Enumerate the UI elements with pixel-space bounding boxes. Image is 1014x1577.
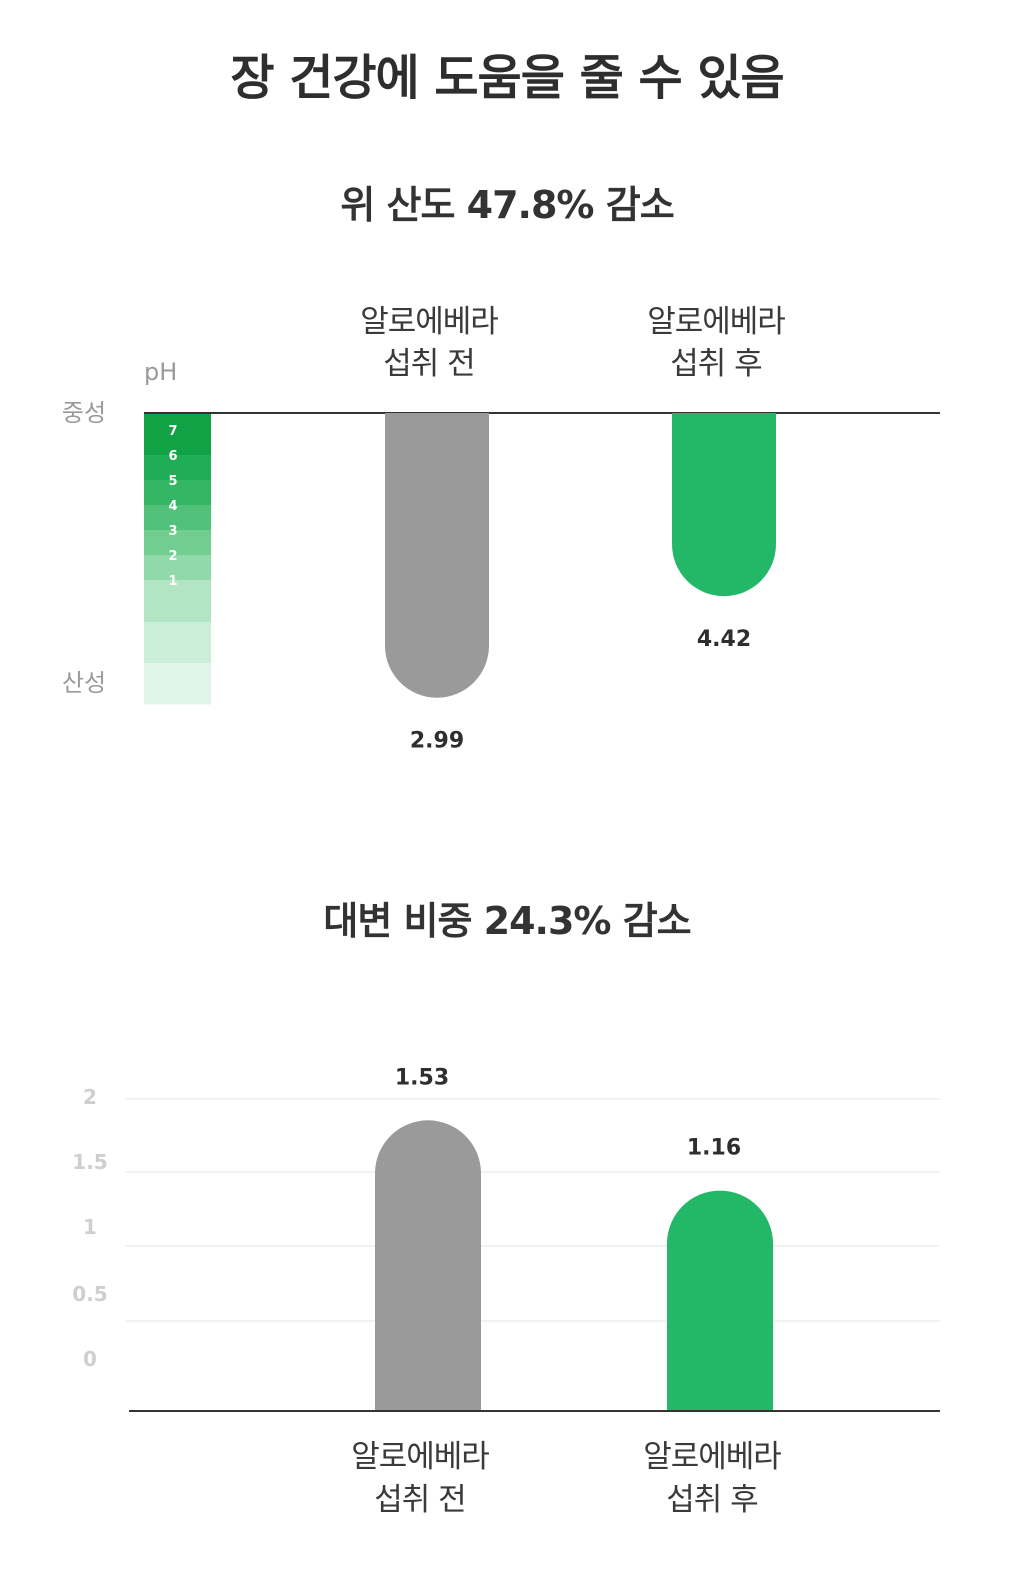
ph-bar	[672, 413, 776, 597]
ph-scale-number: 6	[168, 449, 177, 464]
y-tick-label: 0.5	[72, 1282, 107, 1306]
acidic-label: 산성	[62, 669, 106, 697]
page-title: 장 건강에 도움을 줄 수 있음	[230, 50, 784, 106]
ph-category-label: 알로에베라 섭취 전	[360, 304, 498, 382]
y-tick-label: 0	[83, 1347, 97, 1371]
stool-bar	[375, 1120, 481, 1411]
stool-category-label: 알로에베라 섭취 후	[643, 1439, 781, 1518]
ph-scale-number: 3	[168, 524, 177, 539]
ph-scale-band	[144, 455, 211, 481]
ph-scale-number: 5	[168, 474, 177, 489]
ph-bar	[385, 413, 489, 698]
ph-category-label: 알로에베라 섭취 후	[647, 304, 785, 382]
ph-scale-number: 2	[168, 549, 177, 564]
ph-scale-number: 1	[168, 574, 177, 589]
ph-scale-band	[144, 530, 211, 556]
ph-scale-number: 4	[168, 499, 177, 514]
stool-chart-title: 대변 비중 24.3% 감소	[323, 899, 691, 943]
ph-scale-band	[144, 413, 211, 456]
y-tick-label: 1.5	[72, 1150, 107, 1174]
y-tick-label: 1	[83, 1215, 97, 1239]
ph-scale-band	[144, 622, 211, 664]
stool-value-label: 1.53	[395, 1065, 449, 1090]
ph-value-label: 4.42	[697, 627, 751, 652]
ph-value-label: 2.99	[410, 729, 464, 754]
ph-scale-band	[144, 505, 211, 531]
ph-chart-title: 위 산도 47.8% 감소	[340, 183, 674, 227]
stool-bar	[667, 1190, 773, 1411]
stool-value-label: 1.16	[687, 1136, 741, 1161]
ph-scale-band	[144, 580, 211, 623]
ph-scale-band	[144, 663, 211, 705]
ph-scale-band	[144, 555, 211, 581]
ph-scale-band	[144, 480, 211, 506]
y-tick-label: 2	[83, 1085, 97, 1109]
stool-category-label: 알로에베라 섭취 전	[351, 1439, 489, 1518]
stool-weight-chart: 2 1.5 1 0.5 0 1.53 알로에베라 섭취 전 1.16 알로에베라 섭취 후	[72, 1065, 940, 1518]
ph-scale-number: 7	[168, 424, 177, 439]
neutral-label: 중성	[62, 399, 106, 427]
ph-axis-label: pH	[144, 358, 177, 386]
